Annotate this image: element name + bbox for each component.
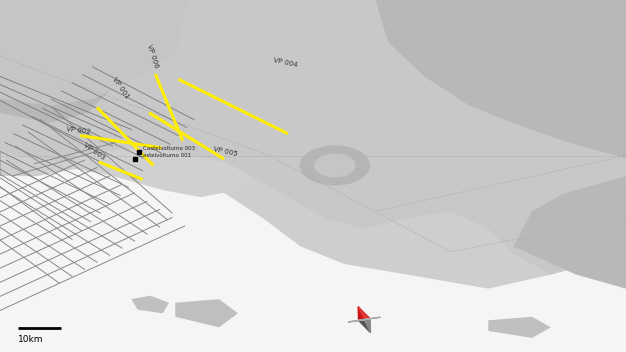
Polygon shape	[359, 320, 371, 333]
Polygon shape	[0, 35, 113, 123]
Text: Castelvolturno 003: Castelvolturno 003	[143, 146, 195, 151]
Polygon shape	[0, 0, 188, 106]
Polygon shape	[0, 0, 626, 275]
Text: VP 001: VP 001	[111, 76, 130, 100]
Text: VP 002: VP 002	[66, 126, 91, 136]
Polygon shape	[359, 317, 381, 320]
Polygon shape	[0, 158, 626, 352]
Text: VP 003: VP 003	[83, 142, 106, 161]
Polygon shape	[359, 313, 370, 320]
Polygon shape	[513, 176, 626, 289]
Text: 10km: 10km	[18, 335, 43, 344]
Text: VP 005: VP 005	[213, 146, 238, 157]
Polygon shape	[488, 317, 551, 338]
Polygon shape	[358, 307, 364, 320]
Text: Castelvolturno 001: Castelvolturno 001	[139, 153, 191, 158]
Polygon shape	[364, 319, 371, 333]
Text: VP 006: VP 006	[146, 43, 160, 69]
Circle shape	[315, 154, 355, 177]
Polygon shape	[348, 319, 370, 322]
Text: VP 004: VP 004	[272, 57, 297, 68]
Polygon shape	[376, 0, 626, 158]
Circle shape	[300, 146, 369, 185]
Polygon shape	[175, 299, 238, 327]
Polygon shape	[131, 296, 169, 313]
Polygon shape	[75, 148, 250, 197]
Polygon shape	[358, 307, 370, 320]
